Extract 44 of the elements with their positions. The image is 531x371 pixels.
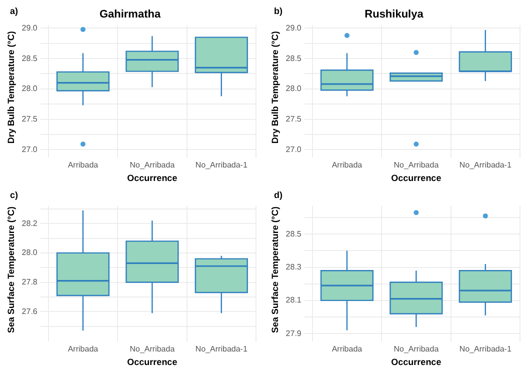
y-tick-label: 27.5: [286, 114, 302, 124]
y-tick-label: 28.0: [22, 84, 38, 94]
y-tick-label: 29.0: [286, 23, 302, 32]
chart-title: Gahirmatha: [99, 8, 162, 21]
y-tick-label: 28.0: [22, 248, 38, 258]
x-tick-label: Arribada: [68, 160, 99, 170]
x-axis-title: Occurrence: [127, 173, 178, 184]
y-axis-title: Dry Bulb Temperature (°C): [270, 31, 280, 144]
x-axis-title: Occurrence: [127, 357, 178, 368]
x-tick-label: No_Arribada: [394, 344, 440, 354]
y-tick-label: 28.5: [286, 229, 302, 238]
y-tick-label: 28.0: [286, 84, 302, 94]
y-tick-label: 27.0: [286, 144, 302, 154]
y-tick-label: 27.0: [22, 144, 38, 154]
chart-title: Rushikulya: [364, 8, 424, 21]
text: c): [10, 190, 18, 200]
x-tick-label: Arribada: [68, 344, 99, 354]
y-axis-title: Sea Surface Temperature (°C): [270, 206, 280, 334]
y-tick-label: 27.9: [286, 328, 302, 338]
x-tick-label: No_Arribada: [130, 344, 176, 354]
x-tick-label: No_Arribada-1: [459, 344, 512, 354]
y-axis-title: Dry Bulb Temperature (°C): [6, 31, 16, 144]
y-tick-label: 27.6: [22, 306, 38, 316]
y-axis-title: Sea Surface Temperature (°C): [6, 206, 16, 334]
text: d): [274, 190, 282, 200]
x-tick-label: Arribada: [332, 344, 363, 354]
x-tick-label: No_Arribada-1: [195, 160, 248, 170]
y-tick-label: 29.0: [22, 23, 38, 32]
x-tick-label: No_Arribada: [394, 160, 440, 170]
x-axis-title: Occurrence: [391, 173, 442, 184]
y-tick-label: 28.3: [286, 262, 302, 272]
x-tick-label: No_Arribada-1: [195, 344, 248, 354]
x-tick-label: No_Arribada-1: [459, 160, 512, 170]
y-tick-label: 27.8: [22, 277, 38, 286]
text: b): [274, 6, 282, 16]
y-tick-label: 28.5: [286, 54, 302, 63]
y-tick-label: 28.2: [22, 218, 38, 228]
text: a): [10, 6, 18, 16]
y-tick-label: 28.5: [22, 54, 38, 63]
y-tick-label: 28.1: [286, 296, 302, 305]
y-tick-label: 27.5: [22, 114, 38, 124]
x-axis-title: Occurrence: [391, 357, 442, 368]
x-tick-label: No_Arribada: [130, 160, 176, 170]
x-tick-label: Arribada: [332, 160, 363, 170]
